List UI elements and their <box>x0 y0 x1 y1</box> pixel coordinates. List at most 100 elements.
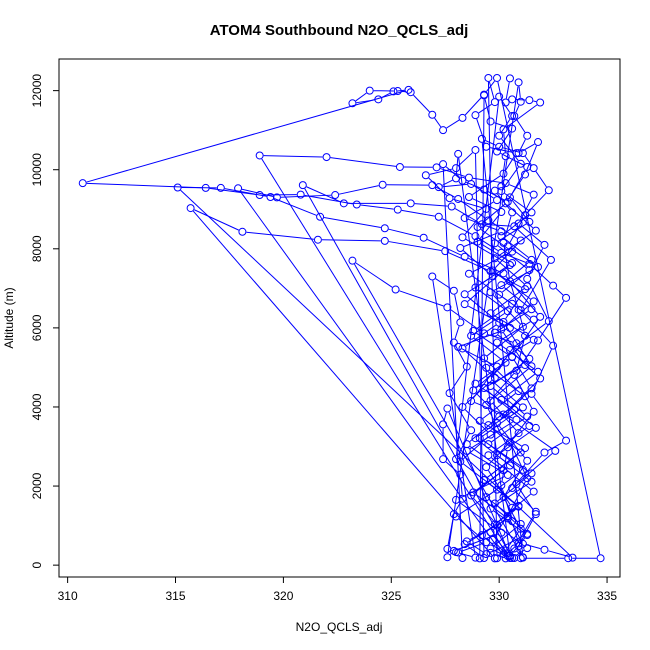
data-point <box>523 162 532 171</box>
data-point <box>523 131 532 140</box>
data-point <box>454 149 463 158</box>
series-segment <box>506 104 538 128</box>
series-segment <box>482 393 516 419</box>
data-point <box>434 212 443 221</box>
data-point <box>512 149 521 158</box>
data-point <box>482 363 491 372</box>
data-point <box>549 281 558 290</box>
series-segment <box>510 248 535 266</box>
series-segment <box>515 105 520 113</box>
data-point <box>238 227 247 236</box>
data-point <box>499 317 508 326</box>
series-segment <box>488 373 515 403</box>
data-point <box>216 183 225 192</box>
data-point <box>508 299 517 308</box>
series-segment <box>504 238 529 258</box>
series-segment <box>493 360 527 385</box>
series-segment <box>478 103 492 114</box>
data-point <box>443 553 452 562</box>
series-segment <box>497 475 529 502</box>
data-point <box>456 470 465 479</box>
data-point <box>534 336 543 345</box>
data-point <box>395 162 404 171</box>
data-point <box>508 95 517 104</box>
data-point <box>536 98 545 107</box>
data-point <box>460 290 469 299</box>
data-point <box>596 554 605 563</box>
series-segment <box>469 421 514 450</box>
data-point <box>488 266 497 275</box>
data-point <box>510 111 519 120</box>
data-point <box>486 544 495 553</box>
data-point <box>514 387 523 396</box>
data-point <box>482 538 491 547</box>
data-point <box>501 152 510 161</box>
series-segment <box>524 156 532 166</box>
x-axis: 310 315 320 325 330 335 <box>58 576 617 603</box>
data-point <box>449 510 458 519</box>
data-point <box>525 259 534 268</box>
data-point <box>447 202 456 211</box>
data-point <box>480 554 489 563</box>
series-segment <box>321 239 381 242</box>
data-point <box>458 176 467 185</box>
data-point <box>516 306 525 315</box>
data-point <box>432 163 441 172</box>
series-segment <box>500 321 531 341</box>
data-point <box>514 539 523 548</box>
data-point <box>456 318 465 327</box>
data-point <box>516 520 525 529</box>
series-segment <box>458 152 473 166</box>
series-segment <box>514 490 534 510</box>
series-segment <box>512 323 546 349</box>
data-point <box>516 97 525 106</box>
data-point <box>471 145 480 154</box>
data-point <box>473 223 482 232</box>
series-segment <box>516 551 521 555</box>
data-point <box>514 78 523 87</box>
data-point <box>493 338 502 347</box>
series-segment <box>555 287 564 296</box>
data-point <box>495 290 504 299</box>
data-point <box>406 88 415 97</box>
data-point <box>467 179 476 188</box>
series-segment <box>493 483 529 507</box>
data-point <box>493 196 502 205</box>
series-segment <box>474 185 494 199</box>
data-point <box>486 396 495 405</box>
data-point <box>531 423 540 432</box>
data-point <box>518 322 527 331</box>
data-point <box>458 494 467 503</box>
series-segment <box>535 171 547 188</box>
data-point <box>484 440 493 449</box>
series-segment <box>491 427 527 454</box>
series-segment <box>468 218 498 231</box>
series-segment <box>480 243 509 262</box>
series-segment <box>429 168 453 175</box>
series-segment <box>507 531 519 548</box>
series-segment <box>360 204 394 210</box>
data-point <box>486 382 495 391</box>
data-point <box>503 549 512 558</box>
y-tick-label: 4000 <box>30 393 44 420</box>
data-point <box>380 236 389 245</box>
data-point <box>508 259 517 268</box>
data-point <box>510 405 519 414</box>
data-point <box>490 98 499 107</box>
data-point <box>503 514 512 523</box>
data-point <box>488 272 497 281</box>
data-point <box>467 426 476 435</box>
data-point <box>568 553 577 562</box>
series-segment <box>493 526 518 547</box>
series-segment <box>533 100 537 103</box>
data-point <box>480 354 489 363</box>
data-point <box>503 470 512 479</box>
series-segment <box>547 442 563 451</box>
y-tick-label: 0 <box>30 561 44 568</box>
series-segment <box>484 537 501 552</box>
y-tick-label: 10000 <box>30 153 44 187</box>
data-point <box>521 361 530 370</box>
data-point <box>499 125 508 134</box>
data-point <box>421 171 430 180</box>
data-point <box>482 400 491 409</box>
